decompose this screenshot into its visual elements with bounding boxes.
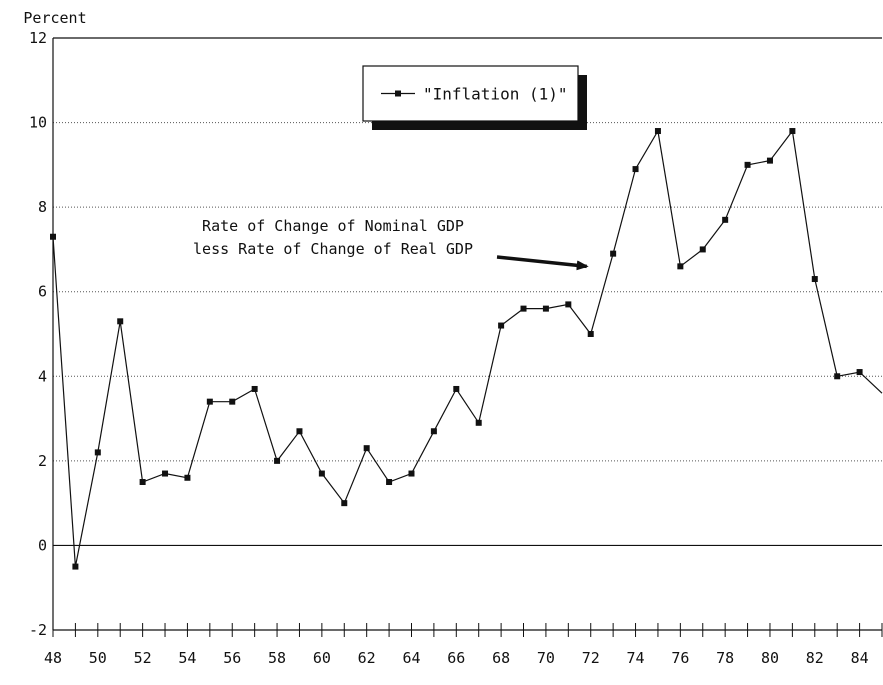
annotation-line-1: Rate of Change of Nominal GDP xyxy=(202,217,464,235)
data-point xyxy=(117,318,124,325)
data-point xyxy=(430,428,437,435)
data-point xyxy=(274,457,281,464)
data-point xyxy=(520,305,527,312)
series-line xyxy=(52,129,883,567)
y-tick-label: -2 xyxy=(29,621,47,639)
data-point xyxy=(229,398,236,405)
data-point xyxy=(811,276,818,283)
data-point xyxy=(139,479,146,485)
data-point xyxy=(475,419,482,426)
x-tick-label: 68 xyxy=(492,649,510,667)
data-point xyxy=(386,479,393,485)
y-tick-label: 12 xyxy=(29,29,47,47)
x-tick-label: 70 xyxy=(537,649,555,667)
x-tick-label: 80 xyxy=(761,649,779,667)
data-point xyxy=(453,385,460,392)
x-tick-label: 60 xyxy=(313,649,331,667)
x-tick-label: 56 xyxy=(223,649,241,667)
data-point xyxy=(50,233,56,240)
x-tick-label: 62 xyxy=(358,649,376,667)
x-tick-label: 82 xyxy=(806,649,824,667)
data-point xyxy=(722,216,729,223)
y-tick-label: 2 xyxy=(38,452,47,470)
y-tick-label: 10 xyxy=(29,114,47,132)
data-point xyxy=(610,250,617,257)
data-point xyxy=(789,128,796,135)
data-point xyxy=(587,331,594,337)
y-tick-label: 8 xyxy=(38,198,47,216)
x-tick-label: 50 xyxy=(89,649,107,667)
data-point xyxy=(408,470,415,477)
x-tick-label: 52 xyxy=(134,649,152,667)
data-point xyxy=(632,166,639,173)
data-point xyxy=(565,301,572,308)
x-tick-label: 76 xyxy=(671,649,689,667)
data-point xyxy=(341,500,348,507)
data-point xyxy=(251,385,258,392)
x-tick-label: 72 xyxy=(582,649,600,667)
y-tick-label: 0 xyxy=(38,536,47,554)
data-point xyxy=(677,263,684,270)
legend-label: "Inflation (1)" xyxy=(423,85,568,104)
data-point xyxy=(542,305,549,312)
y-tick-label: 4 xyxy=(38,367,47,385)
x-tick-label: 64 xyxy=(402,649,420,667)
annotation-line-2: less Rate of Change of Real GDP xyxy=(193,240,473,258)
data-point xyxy=(363,445,370,452)
x-tick-label: 78 xyxy=(716,649,734,667)
data-point xyxy=(744,161,751,168)
data-point xyxy=(699,246,706,253)
data-point xyxy=(184,474,191,481)
y-axis-label: Percent xyxy=(23,9,86,27)
x-tick-label: 84 xyxy=(851,649,869,667)
y-tick-label: 6 xyxy=(38,283,47,301)
x-tick-label: 48 xyxy=(44,649,62,667)
data-point xyxy=(318,470,325,477)
data-point xyxy=(498,322,505,329)
data-point xyxy=(856,369,863,376)
data-point xyxy=(766,157,773,164)
data-point xyxy=(162,470,169,477)
x-tick-label: 66 xyxy=(447,649,465,667)
data-point xyxy=(206,398,213,405)
data-point xyxy=(834,373,841,380)
data-point xyxy=(654,128,661,135)
annotation-arrow xyxy=(496,255,589,271)
x-tick-label: 58 xyxy=(268,649,286,667)
data-point xyxy=(72,563,79,570)
data-point xyxy=(94,449,101,456)
data-point xyxy=(296,428,303,435)
x-tick-label: 74 xyxy=(627,649,645,667)
x-tick-label: 54 xyxy=(178,649,196,667)
legend-marker xyxy=(395,90,401,97)
